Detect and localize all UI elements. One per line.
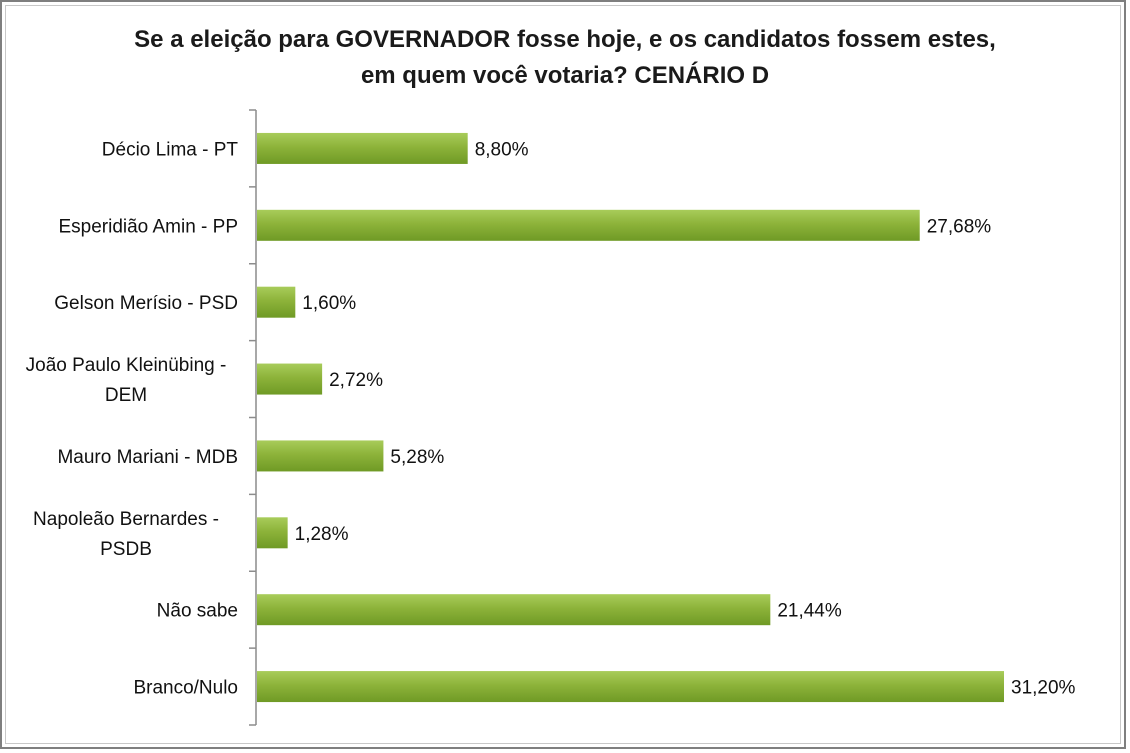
category-label: Décio Lima - PT: [102, 139, 239, 160]
chart-title-line-1: Se a eleição para GOVERNADOR fosse hoje,…: [134, 26, 996, 53]
data-label: 21,44%: [777, 601, 842, 622]
data-label: 5,28%: [390, 447, 444, 468]
data-label: 1,60%: [302, 293, 356, 314]
bar: [257, 517, 288, 549]
chart-frame-inner: [5, 5, 1121, 744]
chart-title: Se a eleição para GOVERNADOR fosse hoje,…: [0, 22, 1130, 94]
category-label: Não sabe: [157, 601, 238, 622]
category-label: João Paulo Kleinübing -: [26, 355, 227, 376]
data-label: 1,28%: [295, 524, 349, 545]
bar: [257, 132, 468, 164]
data-label: 8,80%: [475, 139, 529, 160]
bar: [257, 671, 1004, 703]
chart-title-line-2: em quem você votaria? CENÁRIO D: [360, 62, 770, 89]
bar: [257, 286, 296, 318]
category-label: PSDB: [100, 539, 152, 560]
data-label: 2,72%: [329, 370, 383, 391]
bar: [257, 440, 384, 472]
bar: [257, 209, 920, 241]
category-label: Branco/Nulo: [133, 678, 238, 699]
bar: [257, 594, 771, 626]
category-label: Gelson Merísio - PSD: [54, 293, 238, 314]
category-label: Napoleão Bernardes -: [33, 509, 219, 530]
data-label: 27,68%: [927, 216, 992, 237]
data-label: 31,20%: [1011, 678, 1076, 699]
bar: [257, 363, 323, 395]
category-label: Esperidião Amin - PP: [58, 216, 238, 237]
category-label: DEM: [105, 385, 147, 406]
category-label: Mauro Mariani - MDB: [57, 447, 238, 468]
